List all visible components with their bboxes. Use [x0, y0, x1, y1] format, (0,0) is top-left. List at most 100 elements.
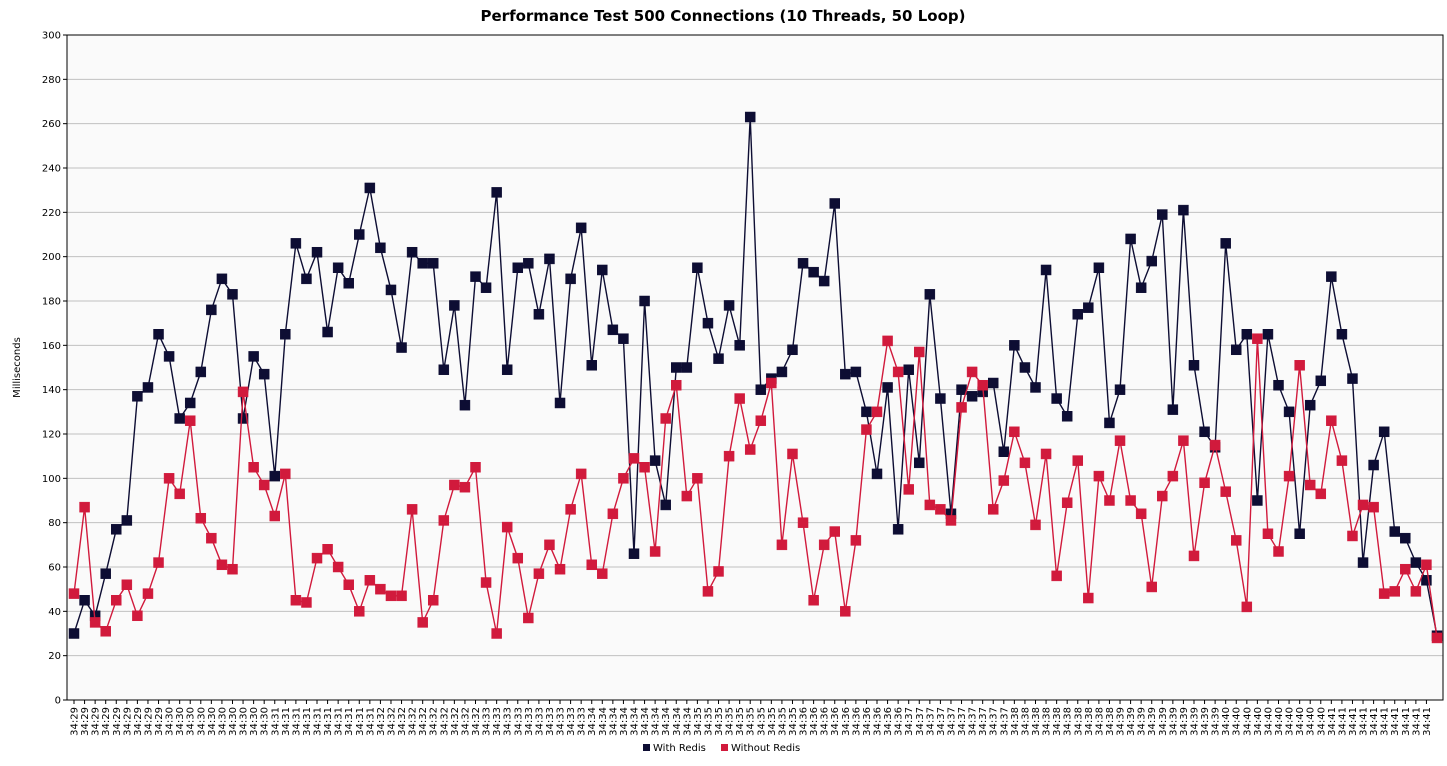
data-point [68, 588, 80, 599]
data-point [787, 344, 798, 356]
data-point [808, 266, 819, 278]
data-point [459, 481, 471, 493]
data-point [671, 379, 682, 391]
data-point [501, 364, 513, 375]
data-point [977, 379, 988, 391]
x-tick-label: 34:33 [545, 707, 556, 736]
data-point [1410, 586, 1422, 597]
data-point [618, 333, 629, 344]
data-point [427, 258, 439, 269]
data-point [227, 289, 238, 300]
y-tick-label: 160 [42, 341, 61, 352]
data-point [1368, 459, 1379, 471]
data-point [68, 628, 80, 639]
data-point [1199, 426, 1210, 438]
data-point [480, 577, 492, 588]
x-tick-label: 34:33 [524, 707, 535, 736]
data-point [111, 595, 122, 606]
data-point [1347, 373, 1358, 384]
data-point [618, 473, 629, 484]
data-point [744, 111, 756, 123]
x-tick-label: 34:30 [260, 707, 271, 736]
x-tick-label: 34:34 [608, 707, 619, 736]
legend: With Redis Without Redis [643, 743, 800, 754]
data-point [375, 242, 386, 254]
data-point [945, 515, 957, 526]
data-point [1230, 535, 1242, 546]
data-point [1315, 375, 1327, 387]
y-tick-label: 200 [42, 252, 61, 263]
data-point [1389, 526, 1400, 537]
y-tick-label: 40 [48, 607, 61, 618]
data-point [512, 262, 524, 273]
x-tick-label: 34:38 [1010, 707, 1021, 736]
data-point [153, 557, 164, 568]
data-point [924, 289, 936, 300]
x-tick-label: 34:32 [408, 707, 419, 736]
data-point [1040, 448, 1052, 460]
data-point [1347, 530, 1358, 542]
x-tick-label: 34:35 [746, 707, 757, 736]
data-point [755, 415, 767, 426]
x-tick-label: 34:31 [323, 707, 334, 736]
data-point [565, 504, 576, 515]
data-point [956, 402, 967, 413]
data-point [903, 484, 914, 495]
plot-border [66, 34, 1444, 701]
data-point [1188, 550, 1200, 562]
data-point [459, 399, 471, 411]
x-tick-label: 34:37 [989, 707, 1000, 736]
data-point [79, 501, 90, 513]
grid-lines [67, 34, 1443, 701]
legend-swatch [643, 744, 650, 751]
data-point [1135, 508, 1147, 520]
data-point [924, 499, 936, 511]
data-point [1104, 417, 1115, 429]
data-point [343, 278, 354, 289]
x-tick-label: 34:41 [1337, 707, 1348, 736]
x-tick-label: 34:39 [1168, 707, 1179, 736]
data-point [533, 309, 545, 320]
x-tick-label: 34:35 [767, 707, 778, 736]
data-point [311, 246, 323, 258]
plot-area [67, 35, 1443, 700]
data-point [121, 515, 133, 526]
data-point [523, 258, 534, 269]
data-point [396, 342, 407, 353]
data-point [1357, 499, 1369, 511]
data-point [1030, 382, 1041, 393]
data-point [322, 326, 333, 338]
data-point [354, 606, 365, 617]
data-point [1051, 570, 1062, 582]
data-point [1125, 233, 1136, 245]
data-point [797, 258, 809, 269]
data-point [998, 475, 1010, 486]
data-point [808, 595, 819, 606]
x-tick-label: 34:32 [386, 707, 397, 736]
data-point [237, 386, 249, 398]
data-point [1400, 532, 1411, 544]
series-layer [68, 111, 1443, 644]
data-point [1421, 559, 1432, 571]
x-tick-label: 34:32 [450, 707, 461, 736]
data-point [1283, 406, 1295, 418]
data-point [1336, 329, 1348, 340]
x-tick-label: 34:37 [946, 707, 957, 736]
data-point [649, 455, 661, 466]
x-tick-label: 34:29 [80, 707, 91, 736]
data-point [1040, 264, 1052, 276]
x-tick-label: 34:37 [915, 707, 926, 736]
data-point [501, 521, 513, 533]
x-tick-label: 34:40 [1263, 707, 1274, 736]
data-point [354, 229, 365, 240]
x-tick-label: 34:30 [207, 707, 218, 736]
legend-swatch [721, 744, 728, 751]
data-point [1400, 563, 1411, 575]
data-point [322, 544, 333, 555]
data-point [914, 457, 925, 469]
data-point [734, 340, 745, 351]
data-point [427, 595, 439, 606]
x-tick-label: 34:29 [70, 707, 81, 736]
data-point [850, 535, 862, 546]
x-tick-label: 34:39 [1116, 707, 1127, 736]
